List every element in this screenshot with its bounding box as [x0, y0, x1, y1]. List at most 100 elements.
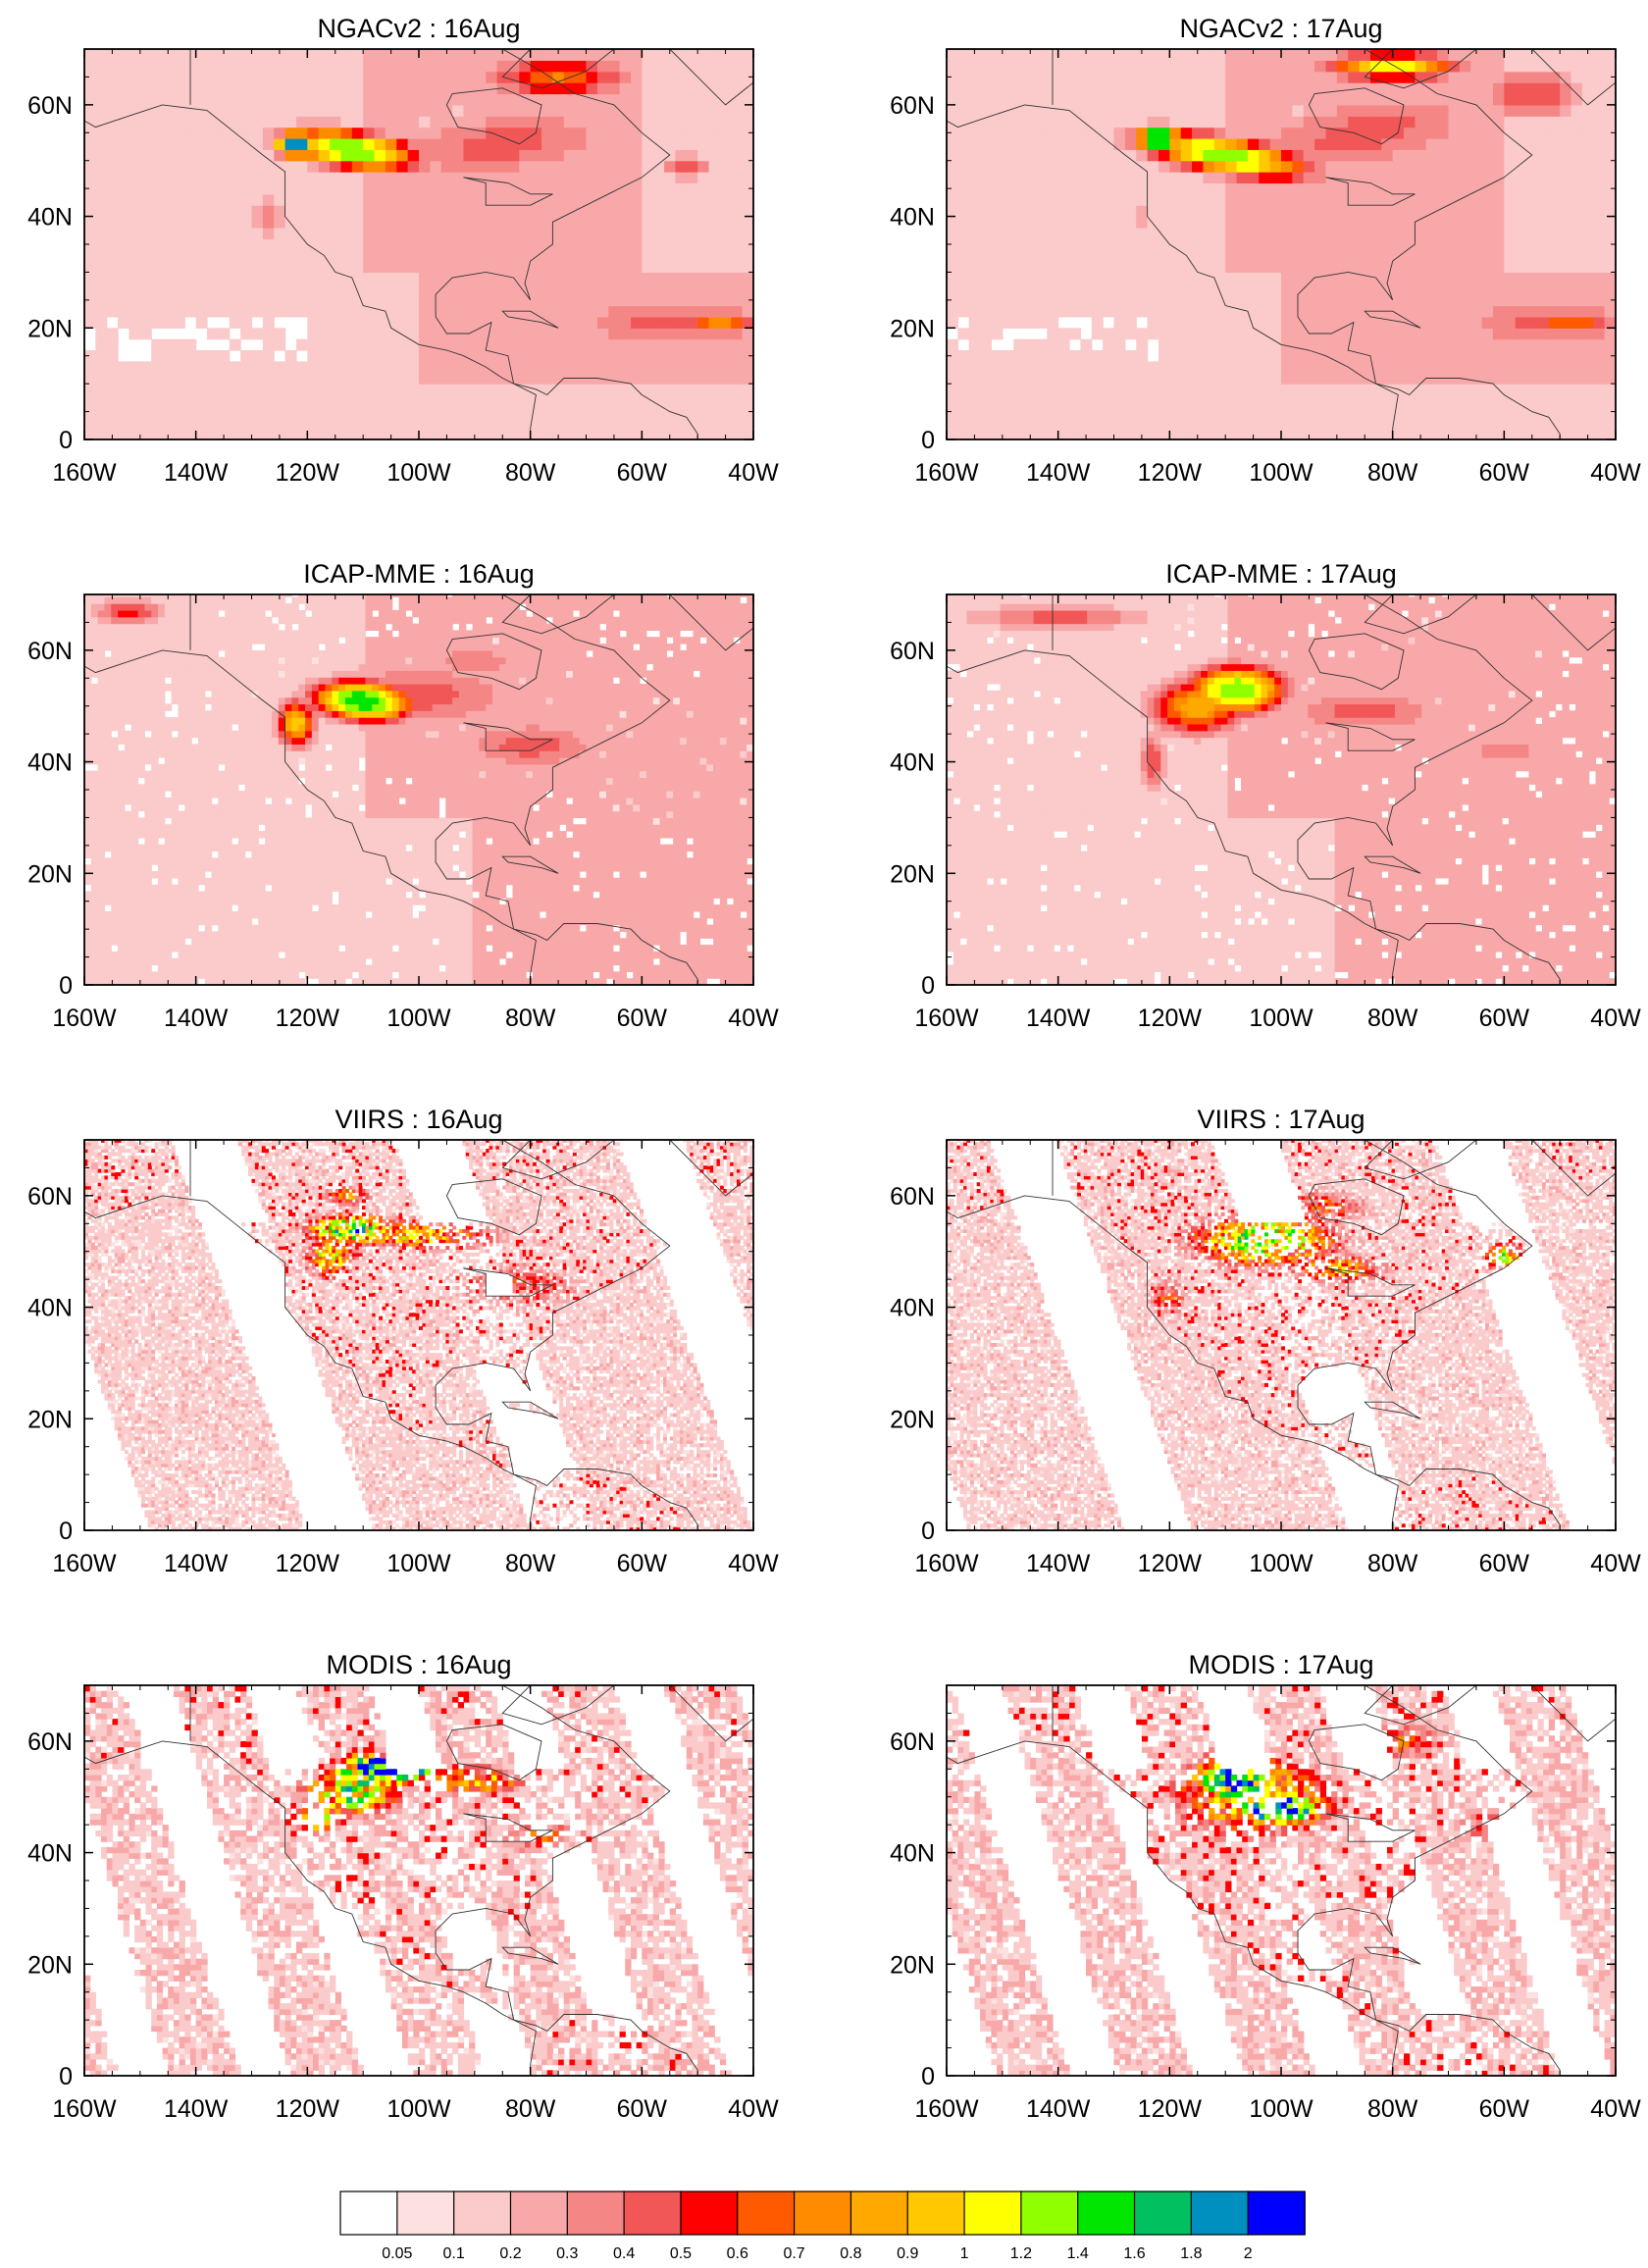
map-panel: NGACv2 : 17Aug 160W 140W 120W 100W 80W 60W 40W 0…: [890, 14, 1641, 487]
lon-tick-label: 160W: [52, 459, 117, 487]
colorbar-tick-label: 0.7: [783, 2245, 804, 2262]
colorbar-swatch: [1247, 2191, 1306, 2236]
lon-tick-label: 160W: [52, 1550, 117, 1577]
lon-tick-label: 120W: [1138, 1005, 1203, 1032]
lon-tick-label: 80W: [505, 1550, 556, 1577]
lon-tick-label: 100W: [386, 1550, 451, 1577]
lat-tick-label: 0: [59, 2063, 73, 2090]
lon-tick-label: 40W: [1590, 2095, 1641, 2123]
lon-tick-label: 60W: [617, 1550, 668, 1577]
colorbar-swatch: [1190, 2191, 1250, 2236]
coastline: [947, 49, 1616, 439]
lat-tick-label: 0: [921, 1518, 935, 1545]
colorbar-tick-label: 0.6: [727, 2245, 748, 2262]
lon-tick-label: 140W: [164, 1550, 229, 1577]
colorbar-swatch: [906, 2191, 965, 2236]
lon-tick-label: 100W: [386, 1005, 451, 1032]
lon-tick-label: 40W: [1590, 459, 1641, 487]
lon-tick-label: 40W: [728, 2095, 779, 2123]
lat-tick-label: 0: [59, 972, 73, 1000]
map-panel: NGACv2 : 16Aug 160W 140W 120W 100W 80W 60W 40W 0…: [27, 14, 779, 487]
lon-tick-label: 120W: [1138, 1550, 1203, 1577]
colorbar-swatch: [1077, 2191, 1136, 2236]
coastline: [84, 49, 753, 439]
lon-tick-label: 60W: [1479, 459, 1530, 487]
lat-tick-label: 0: [59, 427, 73, 454]
map-panel: VIIRS : 17Aug 160W 140W 120W 100W 80W 60W 40W 0 2…: [890, 1105, 1641, 1577]
lon-tick-label: 80W: [1367, 2095, 1418, 2123]
lat-tick-label: 20N: [27, 315, 73, 342]
coastline: [84, 1685, 753, 2076]
colorbar-swatch: [963, 2191, 1022, 2236]
lon-tick-label: 40W: [728, 1005, 779, 1032]
colorbar-swatch: [509, 2191, 569, 2236]
lon-tick-label: 120W: [1138, 459, 1203, 487]
panel-title: NGACv2 : 16Aug: [317, 14, 520, 43]
lat-tick-label: 20N: [27, 1406, 73, 1433]
lat-tick-label: 0: [921, 2063, 935, 2090]
panel-title: ICAP-MME : 17Aug: [1165, 559, 1397, 589]
lat-tick-label: 60N: [890, 638, 935, 665]
lat-tick-label: 60N: [890, 92, 935, 120]
map-panel: MODIS : 17Aug 160W 140W 120W 100W 80W 60W 40W 0 2…: [890, 1650, 1641, 2123]
lon-tick-label: 80W: [1367, 1005, 1418, 1032]
lat-tick-label: 20N: [27, 1951, 73, 1979]
lon-tick-label: 100W: [1249, 1005, 1313, 1032]
colorbar-tick-label: 1.6: [1123, 2245, 1145, 2262]
lon-tick-label: 120W: [276, 1550, 340, 1577]
coastline: [947, 594, 1616, 985]
coastline: [947, 1140, 1616, 1530]
colorbar-tick-label: 1.2: [1010, 2245, 1032, 2262]
map-panel: VIIRS : 16Aug 160W 140W 120W 100W 80W 60W 40W 0 2…: [27, 1105, 779, 1577]
aod-field: [947, 1140, 1616, 1530]
lat-tick-label: 40N: [27, 1840, 73, 1868]
lon-tick-label: 60W: [617, 2095, 668, 2123]
lat-tick-label: 60N: [27, 1183, 73, 1211]
lon-tick-label: 60W: [1479, 1005, 1530, 1032]
colorbar-swatch: [339, 2191, 398, 2236]
lon-tick-label: 120W: [276, 2095, 340, 2123]
lon-tick-label: 40W: [1590, 1005, 1641, 1032]
lat-tick-label: 40N: [890, 1295, 935, 1322]
panel-title: ICAP-MME : 16Aug: [303, 559, 535, 589]
lon-tick-label: 80W: [505, 459, 556, 487]
panel-title: NGACv2 : 17Aug: [1179, 14, 1382, 43]
lat-tick-label: 0: [59, 1518, 73, 1545]
lon-tick-label: 140W: [164, 2095, 229, 2123]
colorbar-swatch: [793, 2191, 852, 2236]
lat-tick-label: 20N: [890, 315, 935, 342]
lon-tick-label: 160W: [914, 1005, 979, 1032]
lon-tick-label: 100W: [386, 2095, 451, 2123]
lon-tick-label: 100W: [1249, 459, 1313, 487]
lon-tick-label: 120W: [1138, 2095, 1203, 2123]
lon-tick-label: 40W: [1590, 1550, 1641, 1577]
lon-tick-label: 140W: [1026, 1005, 1091, 1032]
aod-field: [947, 49, 1616, 439]
map-panel: ICAP-MME : 16Aug 160W 140W 120W 100W 80W 60W 40…: [27, 559, 779, 1032]
lon-tick-label: 80W: [505, 1005, 556, 1032]
colorbar-tick-label: 1: [960, 2245, 969, 2262]
lon-tick-label: 140W: [164, 1005, 229, 1032]
lon-tick-label: 160W: [914, 1550, 979, 1577]
lon-tick-label: 60W: [1479, 2095, 1530, 2123]
lon-tick-label: 60W: [1479, 1550, 1530, 1577]
lon-tick-label: 140W: [1026, 2095, 1091, 2123]
colorbar-tick-label: 0.5: [670, 2245, 692, 2262]
colorbar-tick-label: 0.05: [382, 2245, 412, 2262]
colorbar-tick-label: 0.2: [499, 2245, 521, 2262]
lat-tick-label: 20N: [890, 1951, 935, 1979]
lon-tick-label: 140W: [1026, 459, 1091, 487]
aod-field: [947, 594, 1616, 985]
panel-title: VIIRS : 16Aug: [335, 1105, 502, 1134]
lon-tick-label: 160W: [52, 1005, 117, 1032]
lat-tick-label: 40N: [890, 749, 935, 777]
lon-tick-label: 100W: [386, 459, 451, 487]
coastline: [84, 594, 753, 985]
colorbar-tick-label: 1.8: [1180, 2245, 1202, 2262]
lon-tick-label: 40W: [728, 459, 779, 487]
colorbar-swatch: [396, 2191, 455, 2236]
colorbar-swatch: [850, 2191, 909, 2236]
lat-tick-label: 60N: [27, 638, 73, 665]
lon-tick-label: 80W: [1367, 459, 1418, 487]
